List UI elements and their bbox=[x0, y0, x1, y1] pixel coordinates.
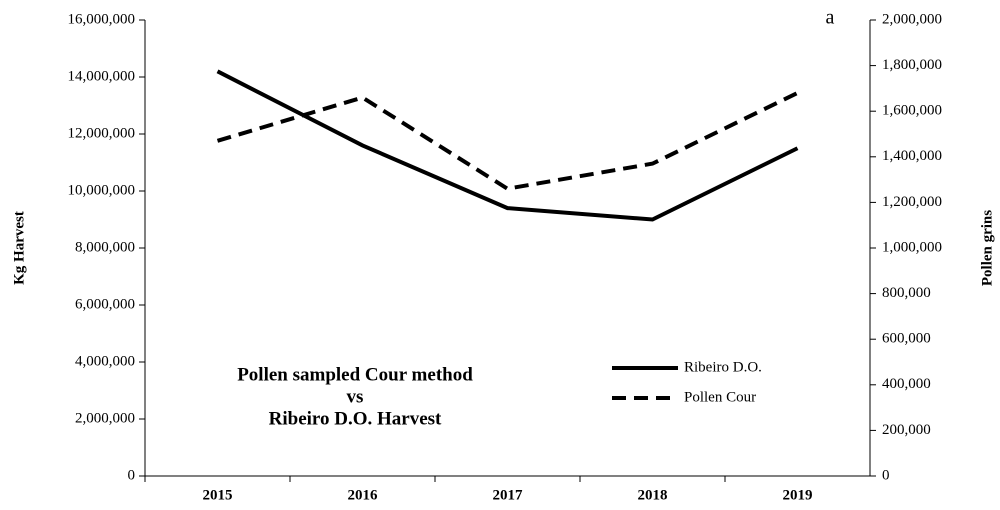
x-tick-label: 2018 bbox=[638, 487, 668, 503]
annotation: vs bbox=[347, 386, 364, 407]
annotation: Ribeiro D.O. Harvest bbox=[269, 408, 442, 429]
y2-tick-label: 1,000,000 bbox=[882, 239, 942, 255]
series-line bbox=[216, 69, 799, 222]
y2-tick-label: 1,800,000 bbox=[882, 57, 942, 73]
y-axis-label: Kg Harvest bbox=[11, 211, 27, 285]
legend-label: Ribeiro D.O. bbox=[684, 359, 762, 375]
y-tick-label: 14,000,000 bbox=[68, 68, 136, 84]
series-line bbox=[216, 91, 799, 191]
y2-axis-label: Pollen grins bbox=[979, 210, 995, 286]
x-tick-label: 2017 bbox=[493, 487, 524, 503]
y2-tick-label: 200,000 bbox=[882, 422, 931, 438]
y2-tick-label: 1,200,000 bbox=[882, 194, 942, 210]
y-tick-label: 4,000,000 bbox=[75, 353, 135, 369]
y-tick-label: 8,000,000 bbox=[75, 239, 135, 255]
y-tick-label: 6,000,000 bbox=[75, 296, 135, 312]
y-tick-label: 0 bbox=[128, 467, 136, 483]
y2-tick-label: 2,000,000 bbox=[882, 11, 942, 27]
annotation: Pollen sampled Cour method bbox=[237, 364, 473, 385]
y2-tick-label: 800,000 bbox=[882, 285, 931, 301]
x-tick-label: 2016 bbox=[348, 487, 379, 503]
panel-label: a bbox=[826, 7, 835, 29]
y-tick-label: 16,000,000 bbox=[68, 11, 136, 27]
y2-tick-label: 400,000 bbox=[882, 376, 931, 392]
x-tick-label: 2019 bbox=[783, 487, 813, 503]
legend-label: Pollen Cour bbox=[684, 389, 756, 405]
y2-tick-label: 1,600,000 bbox=[882, 103, 942, 119]
y-tick-label: 12,000,000 bbox=[68, 125, 136, 141]
y-tick-label: 2,000,000 bbox=[75, 410, 135, 426]
y2-tick-label: 0 bbox=[882, 467, 890, 483]
x-tick-label: 2015 bbox=[203, 487, 233, 503]
y2-tick-label: 600,000 bbox=[882, 331, 931, 347]
y2-tick-label: 1,400,000 bbox=[882, 148, 942, 164]
y-tick-label: 10,000,000 bbox=[68, 182, 136, 198]
